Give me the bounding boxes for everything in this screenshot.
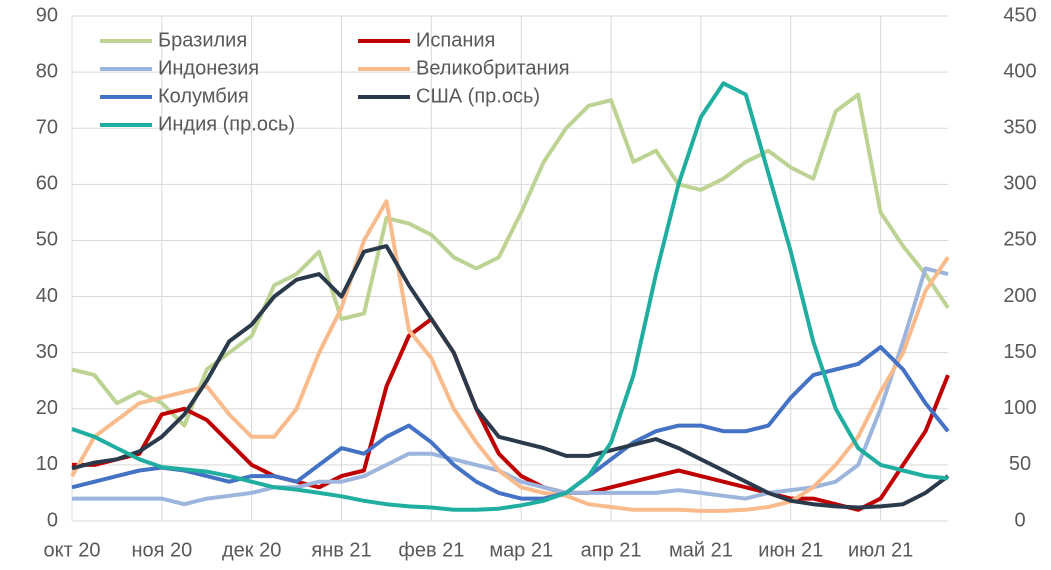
x-tick-label: июн 21: [758, 539, 823, 561]
series-line: [72, 266, 949, 507]
y-tick-label: 20: [36, 397, 58, 419]
legend-label: Испания: [416, 29, 495, 51]
y-tick-label: 10: [36, 453, 58, 475]
y2-tick-label: 450: [1003, 4, 1036, 26]
x-tick-label: ноя 20: [131, 539, 192, 561]
legend-label: Бразилия: [158, 29, 247, 51]
y-tick-label: 60: [36, 173, 58, 195]
series-line: [71, 345, 950, 501]
legend-label: США (пр.ось): [416, 85, 540, 107]
y2-tick-label: 100: [1003, 397, 1036, 419]
x-tick-label: май 21: [669, 539, 733, 561]
y2-tick-label: 200: [1003, 285, 1036, 307]
y-tick-label: 50: [36, 229, 58, 251]
y-tick-label: 90: [36, 4, 58, 26]
series-line: [72, 317, 950, 512]
x-tick-label: мар 21: [489, 539, 553, 561]
x-tick-label: янв 21: [311, 539, 371, 561]
x-tick-label: окт 20: [43, 539, 100, 561]
series-line: [71, 81, 949, 512]
y-tick-label: 70: [36, 117, 58, 139]
y2-tick-label: 350: [1003, 117, 1036, 139]
y2-tick-label: 400: [1003, 60, 1036, 82]
x-tick-label: фев 21: [398, 539, 464, 561]
y2-tick-label: 50: [1009, 453, 1031, 475]
x-tick-label: дек 20: [222, 539, 281, 561]
y2-tick-label: 0: [1014, 509, 1025, 531]
legend-label: Великобритания: [416, 57, 570, 79]
y-tick-label: 30: [36, 341, 58, 363]
legend-label: Индия (пр.ось): [158, 113, 295, 135]
x-tick-label: апр 21: [581, 539, 642, 561]
legend-label: Индонезия: [158, 57, 259, 79]
y-tick-label: 80: [36, 60, 58, 82]
series-line: [70, 199, 950, 513]
series-line: [71, 244, 950, 510]
legend-label: Колумбия: [158, 85, 249, 107]
y2-tick-label: 150: [1003, 341, 1036, 363]
y2-tick-label: 250: [1003, 229, 1036, 251]
y-tick-label: 0: [47, 509, 58, 531]
y-tick-label: 40: [36, 285, 58, 307]
x-tick-label: июл 21: [848, 539, 913, 561]
y2-tick-label: 300: [1003, 173, 1036, 195]
